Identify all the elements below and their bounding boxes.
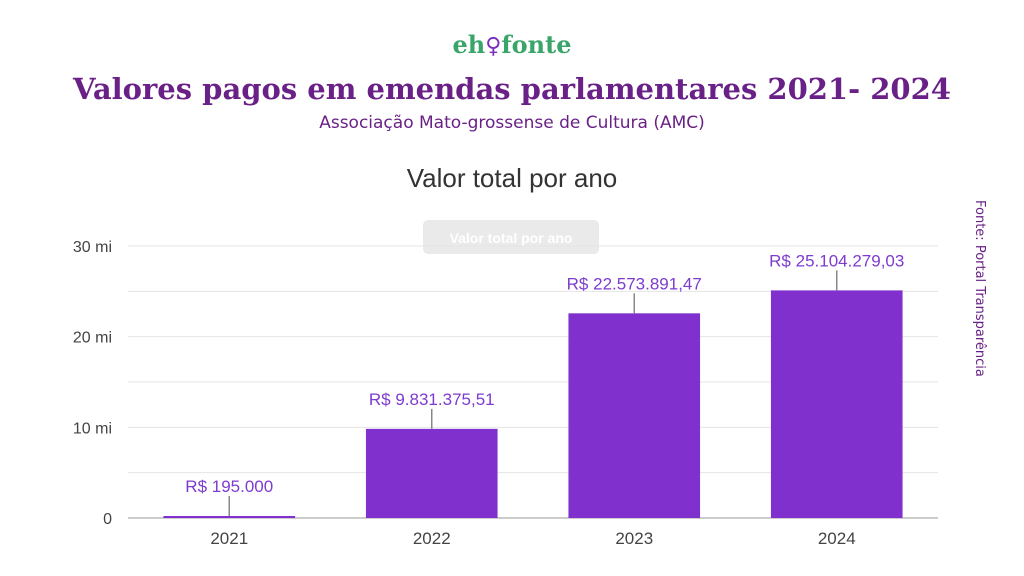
page-title: Valores pagos em emendas parlamentares 2… <box>73 72 951 106</box>
bar-2024 <box>770 290 903 518</box>
data-label: R$ 9.831.375,51 <box>369 390 495 409</box>
brand-logo: eh♀fonte <box>0 30 1024 59</box>
page-subtitle: Associação Mato-grossense de Cultura (AM… <box>319 113 705 133</box>
x-tick-label: 2021 <box>210 529 248 548</box>
x-tick-label: 2024 <box>818 529 856 548</box>
x-tick-label: 2022 <box>413 529 451 548</box>
x-tick-label: 2023 <box>615 529 653 548</box>
bar-2021 <box>163 516 296 518</box>
data-label: R$ 22.573.891,47 <box>567 274 702 293</box>
data-label: R$ 25.104.279,03 <box>769 251 904 270</box>
y-tick-label: 30 mi <box>73 239 112 256</box>
logo-text-right: fonte <box>501 30 572 59</box>
source-note: Fonte: Portal Transparência <box>972 200 987 377</box>
y-tick-label: 20 mi <box>73 330 112 347</box>
bar-2022 <box>365 428 498 518</box>
y-tick-label: 10 mi <box>73 420 112 437</box>
bar-chart: Valor total por ano Valor total por ano … <box>73 163 938 548</box>
chart-title: Valor total por ano <box>407 163 618 193</box>
data-label: R$ 195.000 <box>185 477 273 496</box>
cyclist-icon: ♀ <box>485 33 502 59</box>
logo-text-left: eh <box>452 30 486 59</box>
y-tick-label: 0 <box>103 511 112 528</box>
tooltip-watermark-text: Valor total por ano <box>450 230 573 246</box>
bar-2023 <box>568 313 701 518</box>
